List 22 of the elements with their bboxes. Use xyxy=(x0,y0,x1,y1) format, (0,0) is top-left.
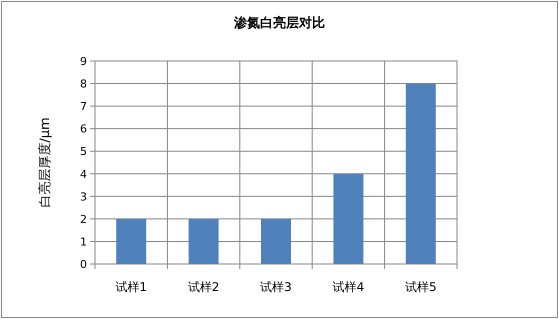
chart-title: 渗氮白亮层对比 xyxy=(233,15,325,31)
x-tick-label: 试样5 xyxy=(404,280,437,294)
y-tick-label: 3 xyxy=(80,190,87,204)
y-tick-label: 8 xyxy=(80,78,87,91)
bar xyxy=(406,84,436,264)
y-tick-label: 5 xyxy=(80,145,87,158)
y-tick-label: 1 xyxy=(80,235,87,248)
x-tick-label: 试样3 xyxy=(260,280,292,294)
y-tick-label: 7 xyxy=(80,100,87,114)
y-tick-label: 4 xyxy=(80,168,87,181)
y-tick-label: 2 xyxy=(80,212,87,226)
x-tick-label: 试样4 xyxy=(332,280,364,294)
bar xyxy=(261,218,291,264)
x-tick-label: 试样2 xyxy=(188,280,220,294)
y-tick-label: 9 xyxy=(80,55,87,68)
x-tick-label: 试样1 xyxy=(115,280,148,294)
y-axis-title: 白亮层厚度/μm xyxy=(37,117,53,208)
bar xyxy=(116,218,146,264)
y-tick-label: 0 xyxy=(80,258,87,271)
y-tick-label: 6 xyxy=(80,122,87,136)
bar xyxy=(333,174,364,264)
bar xyxy=(188,218,219,264)
